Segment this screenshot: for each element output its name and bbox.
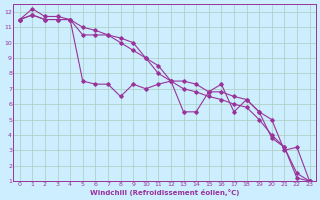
X-axis label: Windchill (Refroidissement éolien,°C): Windchill (Refroidissement éolien,°C) (90, 189, 239, 196)
